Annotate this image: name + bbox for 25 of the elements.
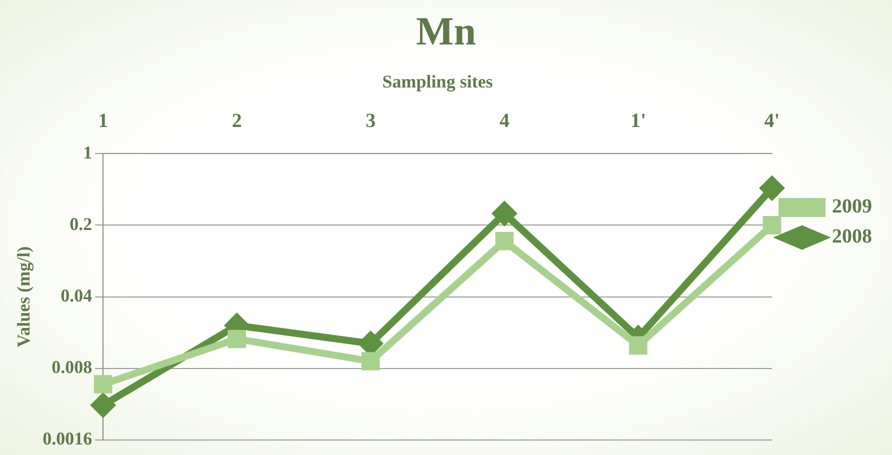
point [629,336,648,355]
legend-label: 2008 [832,226,872,248]
x-axis-title: Sampling sites [382,71,493,92]
x-tick-label: 1' [630,110,646,132]
x-tick-label: 1 [98,110,108,132]
point [495,232,514,250]
point [760,176,784,200]
y-tick-label: 1 [83,142,92,162]
point [762,216,782,234]
x-tick-label: 4 [499,110,510,132]
x-tick-label: 4' [764,110,780,132]
x-tick-label: 2 [232,110,242,132]
point [492,202,516,226]
point [228,330,246,348]
point [92,394,115,417]
legend-label: 2009 [832,196,872,218]
y-tick-label: 0.04 [60,285,92,306]
y-tick-label: 0.008 [52,357,92,378]
chart-title: Mn [416,8,476,54]
point [362,352,380,370]
x-tick-label: 3 [366,110,376,132]
y-axis-title: Values (mg/l) [13,246,34,348]
y-tick-label: 0.0016 [42,428,92,449]
y-tick-label: 0.2 [70,214,92,234]
point [94,375,112,394]
